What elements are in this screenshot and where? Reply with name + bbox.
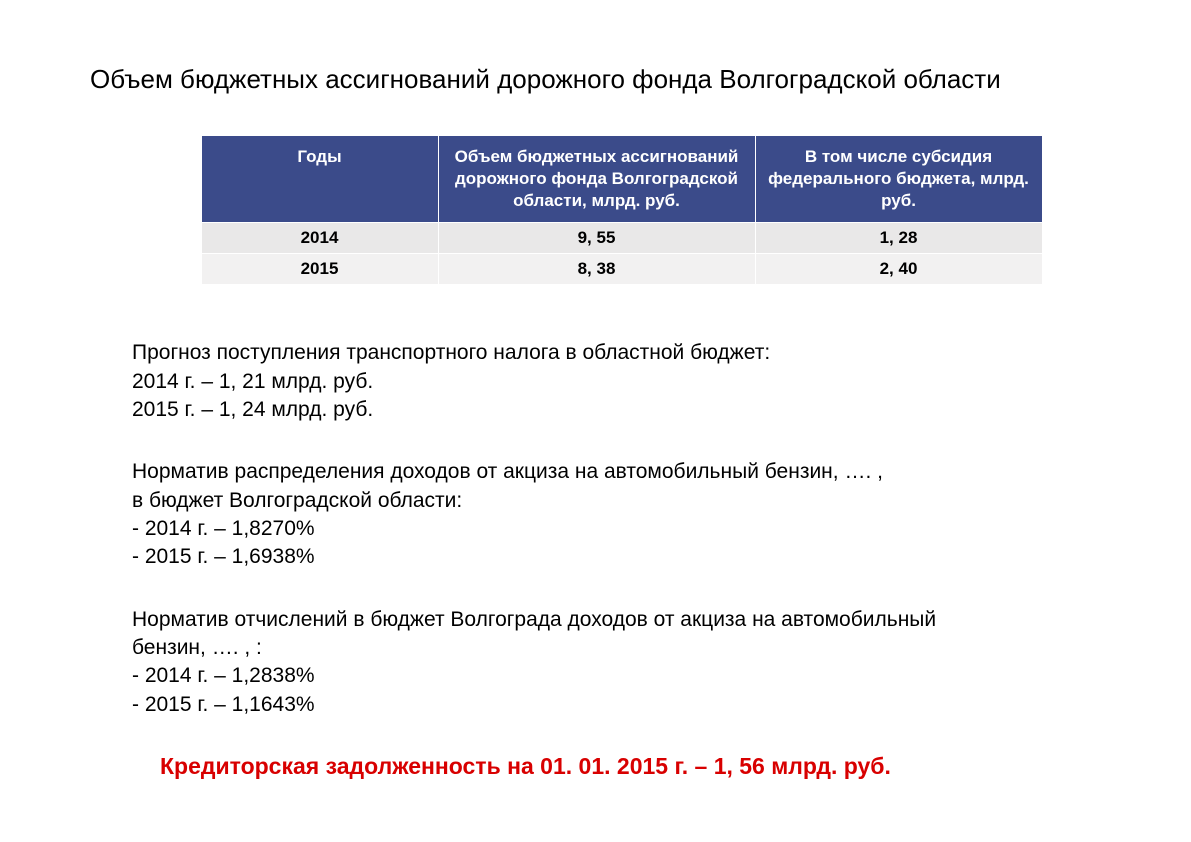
- debt-highlight: Кредиторская задолженность на 01. 01. 20…: [160, 753, 1101, 780]
- excise-region-block: Норматив распределения доходов от акциза…: [132, 458, 1101, 571]
- text-line: бензин, …. , :: [132, 634, 1101, 662]
- page-title: Объем бюджетных ассигнований дорожного ф…: [90, 64, 1101, 95]
- cell-subsidy: 2, 40: [755, 254, 1042, 285]
- text-line: - 2014 г. – 1,2838%: [132, 662, 1101, 690]
- transport-tax-block: Прогноз поступления транспортного налога…: [132, 339, 1101, 424]
- th-year: Годы: [201, 136, 438, 223]
- page: Объем бюджетных ассигнований дорожного ф…: [0, 0, 1191, 780]
- cell-year: 2014: [201, 223, 438, 254]
- text-line: в бюджет Волгоградской области:: [132, 487, 1101, 515]
- text-line: Норматив распределения доходов от акциза…: [132, 458, 1101, 486]
- cell-volume: 8, 38: [438, 254, 755, 285]
- text-line: - 2014 г. – 1,8270%: [132, 515, 1101, 543]
- table-row: 2014 9, 55 1, 28: [201, 223, 1042, 254]
- text-line: 2014 г. – 1, 21 млрд. руб.: [132, 368, 1101, 396]
- excise-city-block: Норматив отчислений в бюджет Волгограда …: [132, 606, 1101, 719]
- text-line: - 2015 г. – 1,6938%: [132, 543, 1101, 571]
- th-subsidy: В том числе субсидия федерального бюджет…: [755, 136, 1042, 223]
- cell-subsidy: 1, 28: [755, 223, 1042, 254]
- th-volume: Объем бюджетных ассигнований дорожного ф…: [438, 136, 755, 223]
- budget-table: Годы Объем бюджетных ассигнований дорожн…: [201, 135, 1043, 285]
- budget-table-wrap: Годы Объем бюджетных ассигнований дорожн…: [201, 135, 991, 285]
- text-line: Норматив отчислений в бюджет Волгограда …: [132, 606, 1101, 634]
- text-line: - 2015 г. – 1,1643%: [132, 691, 1101, 719]
- cell-year: 2015: [201, 254, 438, 285]
- text-line: Прогноз поступления транспортного налога…: [132, 339, 1101, 367]
- text-line: 2015 г. – 1, 24 млрд. руб.: [132, 396, 1101, 424]
- table-row: 2015 8, 38 2, 40: [201, 254, 1042, 285]
- cell-volume: 9, 55: [438, 223, 755, 254]
